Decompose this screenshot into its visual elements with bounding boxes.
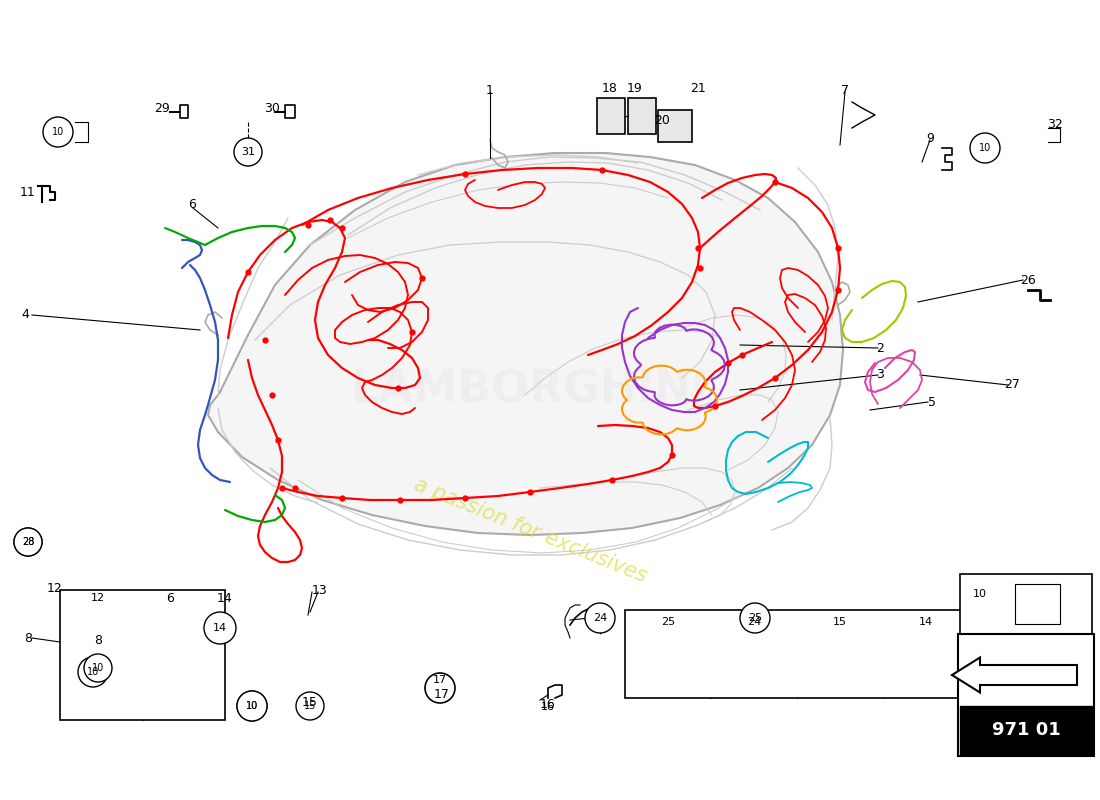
Text: 32: 32 [1047,118,1063,131]
FancyArrow shape [952,658,1077,693]
Text: 10: 10 [87,667,99,677]
Circle shape [234,138,262,166]
Text: 28: 28 [22,537,34,547]
Text: 17: 17 [433,675,447,685]
Text: 12: 12 [47,582,63,594]
Text: 17: 17 [434,689,450,702]
Text: 15: 15 [833,617,847,627]
FancyBboxPatch shape [625,610,970,698]
Text: 18: 18 [602,82,618,94]
Circle shape [204,612,236,644]
Circle shape [740,603,770,633]
Text: 16: 16 [540,698,556,711]
Text: 10: 10 [974,589,987,599]
Text: 19: 19 [627,82,642,94]
Text: 16: 16 [541,702,556,712]
Text: 10: 10 [92,663,104,673]
Text: 10: 10 [979,143,991,153]
Text: 8: 8 [94,634,102,646]
Text: 10: 10 [246,701,258,711]
Text: 7: 7 [842,83,849,97]
Circle shape [84,654,112,682]
Text: 13: 13 [312,583,328,597]
Text: 14: 14 [213,623,227,633]
FancyBboxPatch shape [658,110,692,142]
Circle shape [14,528,42,556]
Text: 26: 26 [1020,274,1036,286]
Circle shape [296,692,324,720]
Text: 27: 27 [1004,378,1020,391]
Circle shape [14,528,42,556]
Text: 25: 25 [748,613,762,623]
Circle shape [78,657,108,687]
Text: 21: 21 [690,82,706,94]
Text: 24: 24 [747,617,761,627]
Text: 15: 15 [304,701,316,711]
Text: a passion for exclusives: a passion for exclusives [410,474,649,586]
Text: 6: 6 [166,591,174,605]
FancyBboxPatch shape [958,634,1094,756]
Text: 4: 4 [21,309,29,322]
Text: 11: 11 [20,186,36,198]
Text: 10: 10 [246,701,258,711]
Text: 9: 9 [926,131,934,145]
Circle shape [585,603,615,633]
FancyBboxPatch shape [628,98,656,134]
FancyBboxPatch shape [60,590,226,720]
Circle shape [236,691,267,721]
Text: 8: 8 [24,631,32,645]
Circle shape [43,117,73,147]
Circle shape [970,133,1000,163]
Text: 31: 31 [241,147,255,157]
Text: 10: 10 [52,127,64,137]
Text: 3: 3 [876,369,884,382]
Text: 14: 14 [918,617,933,627]
Text: 12: 12 [91,593,106,603]
Text: 20: 20 [654,114,670,126]
FancyBboxPatch shape [960,706,1092,754]
Text: 6: 6 [188,198,196,211]
Text: 28: 28 [22,537,34,547]
Text: 24: 24 [593,613,607,623]
FancyBboxPatch shape [960,574,1092,636]
Text: 1: 1 [486,83,494,97]
Text: 5: 5 [928,395,936,409]
Circle shape [236,691,267,721]
Text: 25: 25 [661,617,675,627]
Text: 2: 2 [876,342,884,354]
Text: LAMBORGHINI: LAMBORGHINI [351,369,708,411]
Text: 971 01: 971 01 [991,721,1060,739]
Text: 15: 15 [302,695,318,709]
Polygon shape [208,153,843,535]
Text: 29: 29 [154,102,169,114]
FancyBboxPatch shape [597,98,625,134]
Text: 14: 14 [217,591,233,605]
Text: 30: 30 [264,102,279,114]
